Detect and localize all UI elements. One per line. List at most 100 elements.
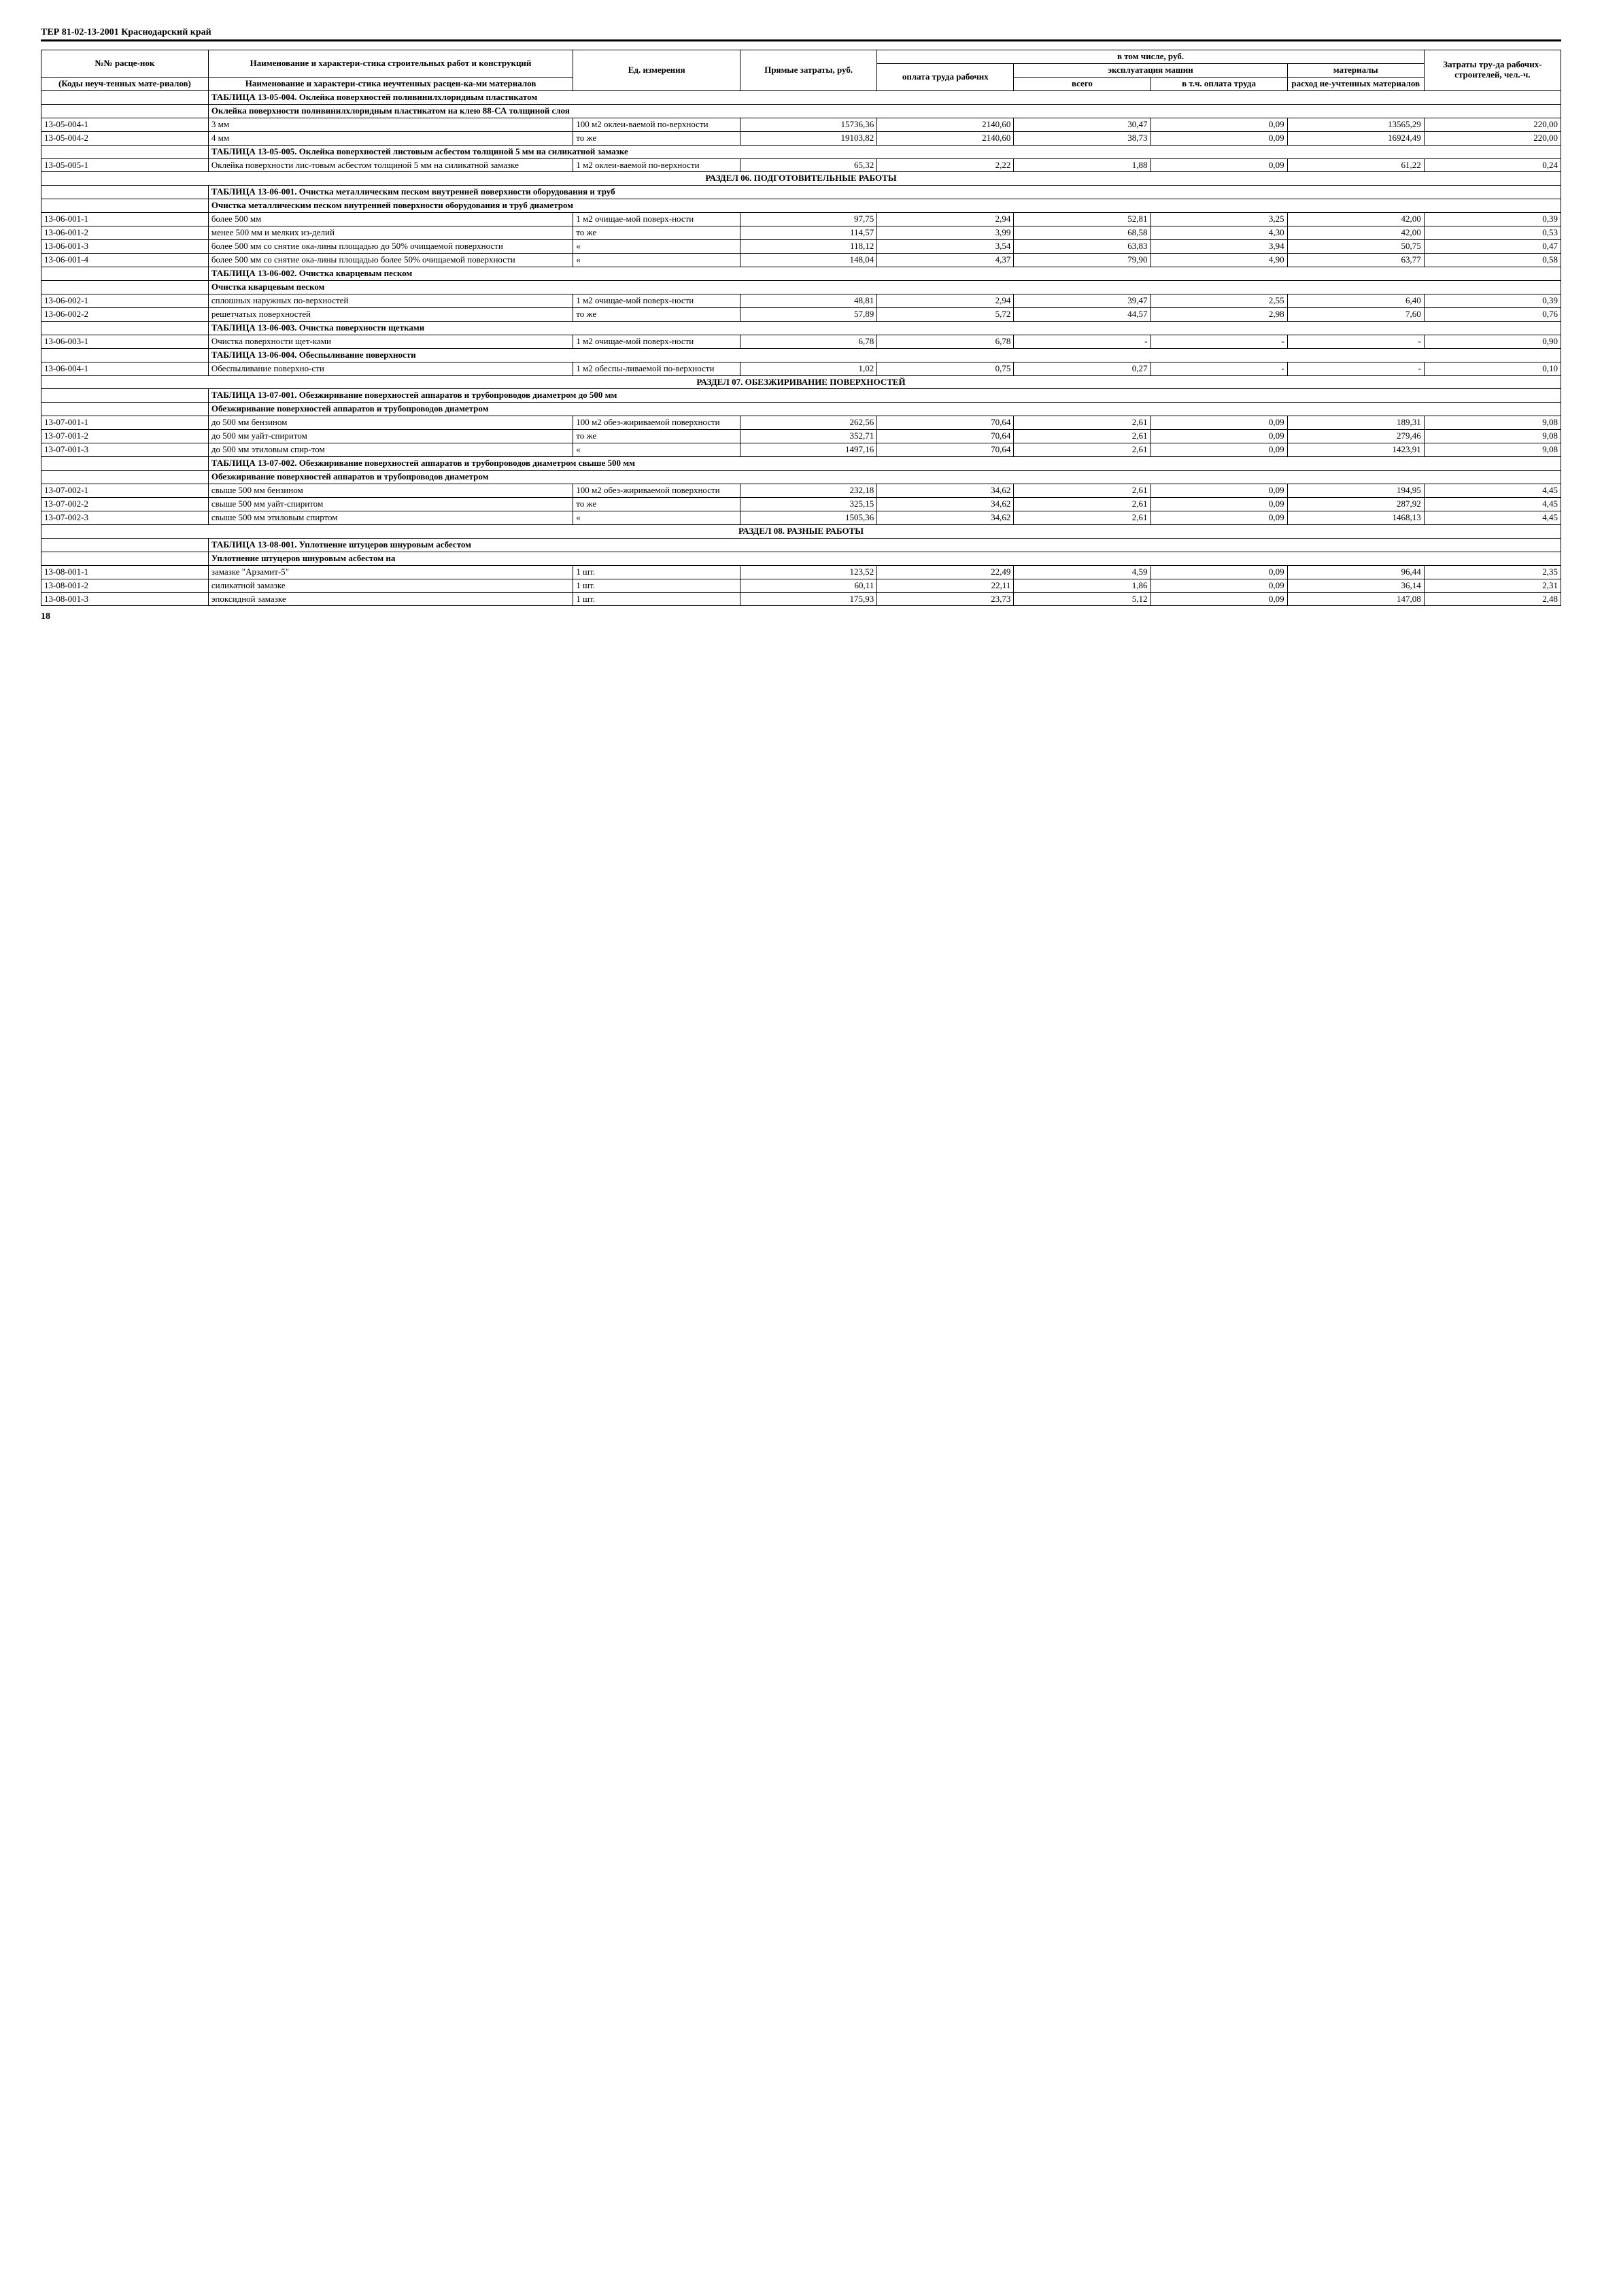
unit-cell: « <box>573 511 740 524</box>
val-cell: 0,24 <box>1424 158 1561 172</box>
val-cell: 0,75 <box>877 362 1014 375</box>
table-row: 13-07-002-1свыше 500 мм бензином100 м2 о… <box>41 484 1561 498</box>
desc-cell: свыше 500 мм этиловым спиртом <box>208 511 573 524</box>
table-row: РАЗДЕЛ 06. ПОДГОТОВИТЕЛЬНЫЕ РАБОТЫ <box>41 172 1561 186</box>
col-materials: материалы <box>1287 63 1424 77</box>
table-row: ТАБЛИЦА 13-08-001. Уплотнение штуцеров ш… <box>41 538 1561 552</box>
code-cell: 13-06-002-2 <box>41 307 209 321</box>
section-title: РАЗДЕЛ 06. ПОДГОТОВИТЕЛЬНЫЕ РАБОТЫ <box>41 172 1561 186</box>
empty-cell <box>41 321 209 335</box>
table-row: ТАБЛИЦА 13-06-004. Обеспыливание поверхн… <box>41 348 1561 362</box>
val-cell: 34,62 <box>877 497 1014 511</box>
unit-cell: 1 шт. <box>573 565 740 579</box>
code-cell: 13-06-001-3 <box>41 240 209 254</box>
table-row: ТАБЛИЦА 13-06-003. Очистка поверхности щ… <box>41 321 1561 335</box>
desc-cell: эпоксидной замазке <box>208 592 573 606</box>
val-cell: 61,22 <box>1287 158 1424 172</box>
val-cell: 44,57 <box>1014 307 1151 321</box>
val-cell: 70,64 <box>877 416 1014 430</box>
empty-cell <box>41 348 209 362</box>
val-cell: 0,09 <box>1151 592 1287 606</box>
val-cell: 39,47 <box>1014 294 1151 307</box>
val-cell: 262,56 <box>740 416 877 430</box>
val-cell: 147,08 <box>1287 592 1424 606</box>
val-cell: 34,62 <box>877 511 1014 524</box>
val-cell: 2,31 <box>1424 579 1561 592</box>
code-cell: 13-08-001-1 <box>41 565 209 579</box>
empty-cell <box>41 186 209 199</box>
code-cell: 13-06-004-1 <box>41 362 209 375</box>
empty-cell <box>41 389 209 403</box>
code-cell: 13-07-002-1 <box>41 484 209 498</box>
main-table: №№ расце-нок Наименование и характери-ст… <box>41 50 1561 606</box>
unit-cell: 1 м2 очищае-мой поверх-ности <box>573 335 740 348</box>
table-row: 13-05-004-24 ммто же19103,822140,6038,73… <box>41 131 1561 145</box>
val-cell: 118,12 <box>740 240 877 254</box>
desc-cell: 4 мм <box>208 131 573 145</box>
val-cell: 1505,36 <box>740 511 877 524</box>
val-cell: 22,11 <box>877 579 1014 592</box>
table-title: ТАБЛИЦА 13-06-003. Очистка поверхности щ… <box>208 321 1561 335</box>
code-cell: 13-05-004-1 <box>41 118 209 131</box>
val-cell: 148,04 <box>740 254 877 267</box>
unit-cell: то же <box>573 497 740 511</box>
val-cell: 9,08 <box>1424 416 1561 430</box>
unit-cell: 1 м2 очищае-мой поверх-ности <box>573 294 740 307</box>
val-cell: 16924,49 <box>1287 131 1424 145</box>
val-cell: 0,09 <box>1151 131 1287 145</box>
empty-cell <box>41 471 209 484</box>
val-cell: 189,31 <box>1287 416 1424 430</box>
val-cell: 220,00 <box>1424 118 1561 131</box>
val-cell: 0,47 <box>1424 240 1561 254</box>
table-row: 13-08-001-3эпоксидной замазке1 шт.175,93… <box>41 592 1561 606</box>
desc-cell: свыше 500 мм уайт-спиритом <box>208 497 573 511</box>
val-cell: 0,09 <box>1151 497 1287 511</box>
table-row: Уплотнение штуцеров шнуровым асбестом на <box>41 552 1561 565</box>
unit-cell: 1 м2 обеспы-ливаемой по-верхности <box>573 362 740 375</box>
val-cell: 3,54 <box>877 240 1014 254</box>
val-cell: 9,08 <box>1424 430 1561 443</box>
unit-cell: « <box>573 254 740 267</box>
val-cell: 0,76 <box>1424 307 1561 321</box>
table-row: 13-07-002-3свыше 500 мм этиловым спиртом… <box>41 511 1561 524</box>
val-cell: 220,00 <box>1424 131 1561 145</box>
val-cell: 7,60 <box>1287 307 1424 321</box>
val-cell: 1,88 <box>1014 158 1151 172</box>
empty-cell <box>41 90 209 104</box>
val-cell: 52,81 <box>1014 213 1151 226</box>
val-cell: 68,58 <box>1014 226 1151 240</box>
val-cell: 4,90 <box>1151 254 1287 267</box>
val-cell: 0,27 <box>1014 362 1151 375</box>
val-cell: 2,61 <box>1014 511 1151 524</box>
code-cell: 13-07-001-1 <box>41 416 209 430</box>
table-row: 13-05-004-13 мм100 м2 оклеи-ваемой по-ве… <box>41 118 1561 131</box>
unit-cell: 100 м2 обез-жириваемой поверхности <box>573 416 740 430</box>
code-cell: 13-08-001-2 <box>41 579 209 592</box>
empty-cell <box>41 552 209 565</box>
table-row: 13-07-002-2свыше 500 мм уайт-спиритомто … <box>41 497 1561 511</box>
desc-cell: более 500 мм со снятие ока-лины площадью… <box>208 254 573 267</box>
table-title: ТАБЛИЦА 13-06-001. Очистка металлическим… <box>208 186 1561 199</box>
subtitle: Обезжиривание поверхностей аппаратов и т… <box>208 403 1561 416</box>
val-cell: 1497,16 <box>740 443 877 457</box>
table-title: ТАБЛИЦА 13-06-002. Очистка кварцевым пес… <box>208 267 1561 281</box>
val-cell: 19103,82 <box>740 131 877 145</box>
val-cell: 42,00 <box>1287 226 1424 240</box>
empty-cell <box>41 145 209 158</box>
val-cell: 123,52 <box>740 565 877 579</box>
table-row: ТАБЛИЦА 13-07-001. Обезжиривание поверхн… <box>41 389 1561 403</box>
val-cell: 9,08 <box>1424 443 1561 457</box>
code-cell: 13-07-002-3 <box>41 511 209 524</box>
table-row: Обезжиривание поверхностей аппаратов и т… <box>41 403 1561 416</box>
val-cell: 63,77 <box>1287 254 1424 267</box>
val-cell: 2,61 <box>1014 497 1151 511</box>
subtitle: Обезжиривание поверхностей аппаратов и т… <box>208 471 1561 484</box>
table-row: 13-06-002-2решетчатых поверхностейто же5… <box>41 307 1561 321</box>
unit-cell: то же <box>573 307 740 321</box>
val-cell: 0,58 <box>1424 254 1561 267</box>
table-row: 13-07-001-3до 500 мм этиловым спир-том«1… <box>41 443 1561 457</box>
table-row: 13-06-002-1сплошных наружных по-верхност… <box>41 294 1561 307</box>
val-cell: 2,61 <box>1014 443 1151 457</box>
subtitle: Очистка металлическим песком внутренней … <box>208 199 1561 213</box>
val-cell: 194,95 <box>1287 484 1424 498</box>
